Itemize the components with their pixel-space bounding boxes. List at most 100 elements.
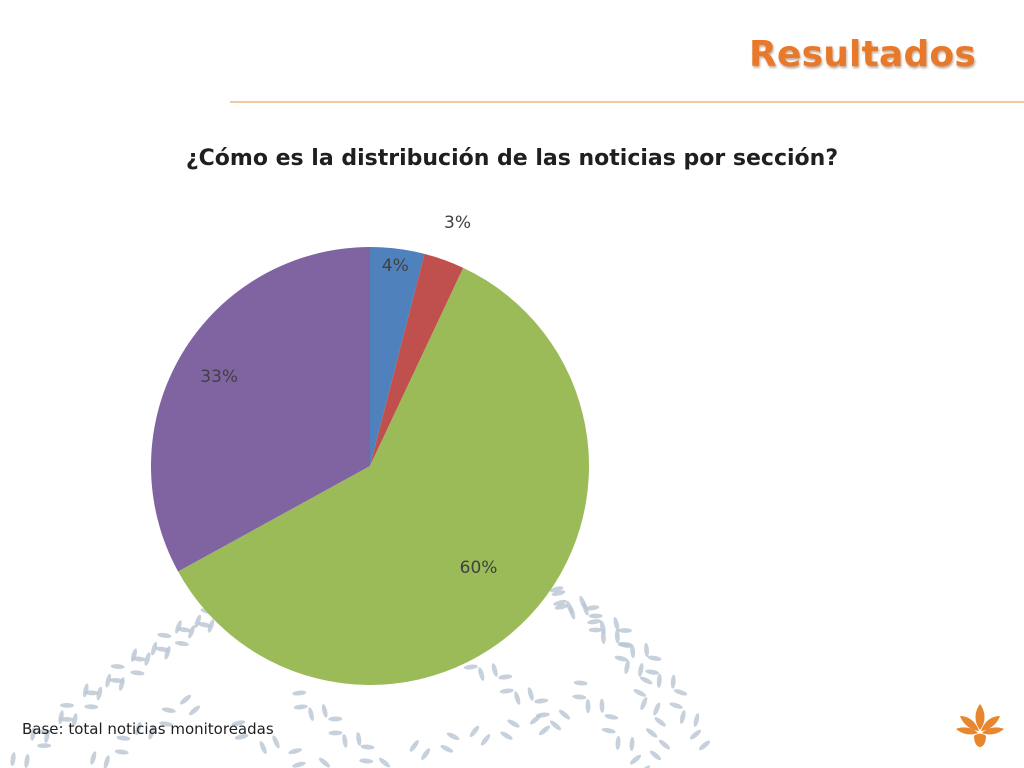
pattern-leaf [500, 731, 513, 740]
pattern-leaf [645, 728, 658, 738]
pattern-leaf [558, 709, 571, 720]
pattern-leaf [527, 687, 534, 701]
pie-slice [178, 267, 590, 686]
pattern-leaf [600, 630, 606, 645]
pattern-leaf [604, 714, 619, 720]
pattern-leaf [551, 590, 566, 596]
pattern-leaf [588, 613, 603, 619]
pattern-leaf [654, 717, 666, 727]
pattern-leaf [259, 741, 267, 755]
pattern-leaf [647, 655, 662, 661]
pattern-leaf [644, 643, 650, 657]
pattern-leaf [231, 720, 246, 727]
pattern-leaf [342, 733, 348, 748]
pattern-leaf [109, 678, 124, 683]
pie-slice [370, 247, 425, 466]
pattern-leaf [573, 680, 588, 686]
pattern-leaf [59, 702, 74, 708]
pattern-leaf [130, 648, 138, 662]
pattern-leaf [446, 732, 460, 741]
pattern-leaf [629, 736, 635, 751]
pattern-leaf [159, 721, 174, 727]
pattern-leaf [538, 725, 551, 736]
pattern-leaf [582, 601, 589, 616]
pattern-leaf [615, 735, 621, 750]
pattern-leaf [174, 640, 189, 647]
pattern-leaf [679, 710, 686, 724]
pattern-leaf [656, 673, 662, 688]
pattern-leaf [175, 620, 182, 634]
pie-slice-label: 60% [460, 558, 498, 578]
pattern-leaf [491, 663, 498, 677]
pattern-leaf [498, 674, 513, 680]
chart-footnote: Base: total noticias monitoreadas [22, 720, 274, 738]
pattern-leaf [614, 629, 620, 644]
pattern-leaf [421, 748, 431, 760]
pattern-leaf [130, 670, 145, 676]
pie-slice [370, 253, 464, 466]
pattern-leaf [638, 662, 644, 677]
pattern-leaf [629, 754, 642, 765]
pattern-leaf [554, 604, 569, 610]
pattern-leaf [234, 733, 249, 740]
pattern-leaf [478, 667, 485, 681]
pattern-leaf [10, 752, 16, 766]
pattern-leaf [440, 745, 454, 753]
pattern-leaf [59, 716, 74, 722]
orange-flower-logo-icon [956, 704, 1004, 747]
pattern-leaf [44, 729, 50, 744]
pattern-leaf [105, 673, 112, 688]
pattern-leaf [514, 691, 521, 705]
pattern-leaf [321, 704, 328, 718]
pattern-leaf [188, 705, 201, 716]
pattern-leaf [359, 758, 374, 764]
pattern-leaf [288, 748, 302, 755]
pattern-leaf [499, 688, 514, 694]
pie-slice-label: 4% [382, 256, 409, 276]
pattern-leaf [613, 617, 620, 631]
pattern-leaf [135, 721, 142, 736]
pattern-leaf [272, 735, 280, 749]
pattern-leaf [633, 689, 647, 697]
pattern-leaf [645, 669, 660, 675]
pattern-leaf [569, 606, 576, 620]
chart-title: ¿Cómo es la distribución de las noticias… [185, 146, 839, 171]
pattern-leaf [84, 690, 99, 696]
pattern-leaf [293, 704, 308, 710]
pattern-leaf [96, 686, 103, 701]
pattern-leaf [37, 743, 52, 749]
pattern-leaf [328, 730, 343, 736]
pattern-leaf [161, 707, 176, 713]
pattern-leaf [572, 694, 587, 700]
slide-title: Resultados [749, 34, 976, 75]
pattern-leaf [469, 725, 480, 738]
pattern-leaf [328, 716, 343, 722]
pattern-leaf [658, 739, 671, 750]
pattern-leaf [110, 664, 125, 669]
pattern-leaf [639, 676, 653, 685]
pattern-leaf [151, 641, 158, 656]
pattern-leaf [292, 690, 307, 696]
pattern-leaf [292, 761, 306, 768]
pattern-leaf [670, 674, 676, 689]
pattern-leaf [318, 757, 331, 768]
pattern-leaf [585, 605, 600, 611]
pattern-leaf [155, 646, 170, 652]
pattern-leaf [30, 726, 36, 741]
pattern-leaf [587, 619, 602, 625]
pattern-leaf [82, 683, 89, 698]
pattern-leaf [148, 726, 155, 740]
pattern-leaf [103, 755, 110, 768]
pattern-leaf [177, 627, 191, 633]
pattern-leaf [534, 698, 549, 704]
pattern-leaf [673, 689, 688, 696]
pattern-leaf [24, 754, 30, 768]
pattern-leaf [553, 599, 567, 606]
pattern-leaf [698, 740, 711, 751]
pattern-leaf [409, 740, 419, 752]
pattern-leaf [649, 750, 662, 761]
pattern-leaf [535, 712, 550, 718]
pattern-leaf [157, 632, 172, 639]
pattern-leaf [84, 704, 99, 710]
pattern-leaf [549, 720, 562, 731]
